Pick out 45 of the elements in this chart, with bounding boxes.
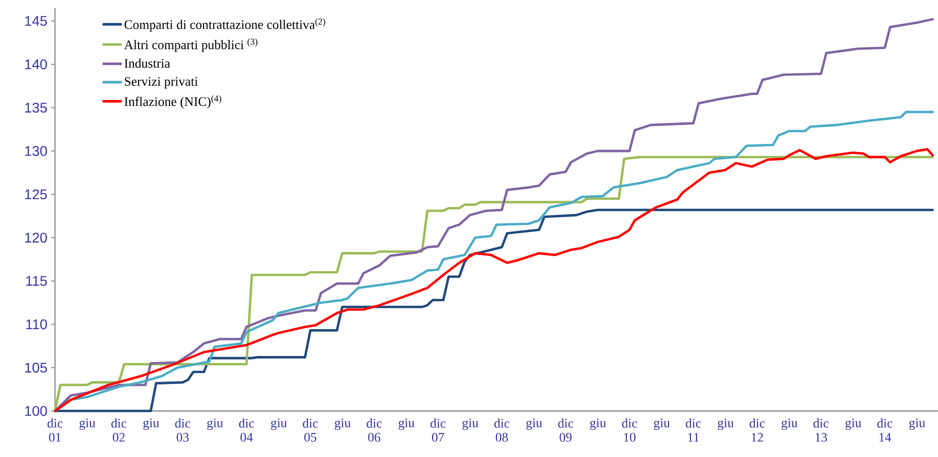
y-tick-label: 100 — [25, 406, 47, 416]
line-series — [54, 208, 934, 412]
y-tick-label: 105 — [25, 362, 47, 373]
legend-label: Comparti di contrattazione collettiva$^{(2)}$ — [124, 18, 326, 32]
x-tick-label: dic 01 — [48, 418, 63, 442]
x-tick-label: giu — [143, 418, 160, 430]
x-tick-label: dic 12 — [750, 418, 765, 442]
x-tick-label: dic 06 — [366, 418, 382, 442]
y-tick-label: 120 — [25, 232, 47, 243]
y-tick-label: 130 — [25, 146, 47, 156]
y-tick-label: 145 — [25, 16, 47, 26]
x-tick-label: dic 11 — [686, 418, 701, 442]
x-tick-label: giu — [207, 418, 223, 430]
y-tick-label: 135 — [25, 102, 47, 113]
x-tick-label: dic 04 — [239, 418, 254, 442]
x-tick-label: giu — [462, 418, 478, 430]
x-tick-label: giu — [270, 418, 287, 430]
y-tick-label: 125 — [25, 189, 47, 200]
x-tick-label: dic 02 — [111, 418, 126, 442]
x-tick-label: dic 05 — [302, 418, 318, 442]
x-tick-label: dic 09 — [558, 418, 574, 442]
x-tick-label: giu — [909, 418, 926, 430]
x-tick-label: dic 07 — [430, 418, 446, 442]
x-tick-label: dic 08 — [494, 418, 510, 442]
x-tick-label: dic 10 — [622, 418, 638, 442]
legend-label: Industria — [124, 58, 170, 68]
y-tick-label: 110 — [26, 319, 47, 330]
x-tick-label: giu — [718, 418, 734, 430]
x-tick-label: giu — [334, 418, 351, 430]
y-tick-label: 115 — [26, 276, 47, 286]
x-tick-label: giu — [845, 418, 862, 430]
x-tick-label: dic 14 — [877, 418, 892, 442]
x-tick-label: giu — [590, 418, 606, 430]
x-tick-label: dic 13 — [814, 418, 829, 442]
y-tick-label: 140 — [25, 59, 47, 70]
legend-label: Inflazione (NIC)$^{(4)}$ — [124, 95, 222, 109]
legend-label: Servizi privati — [124, 77, 198, 88]
x-tick-label: giu — [398, 418, 414, 430]
x-tick-label: giu — [79, 418, 96, 430]
x-tick-label: giu — [654, 418, 670, 430]
x-tick-label: giu — [782, 418, 798, 430]
legend-label: Altri comparti pubblici $^{(3)}$ — [124, 38, 258, 52]
line-series — [54, 18, 934, 412]
x-tick-label: dic 03 — [175, 418, 190, 442]
x-tick-label: giu — [526, 418, 542, 430]
